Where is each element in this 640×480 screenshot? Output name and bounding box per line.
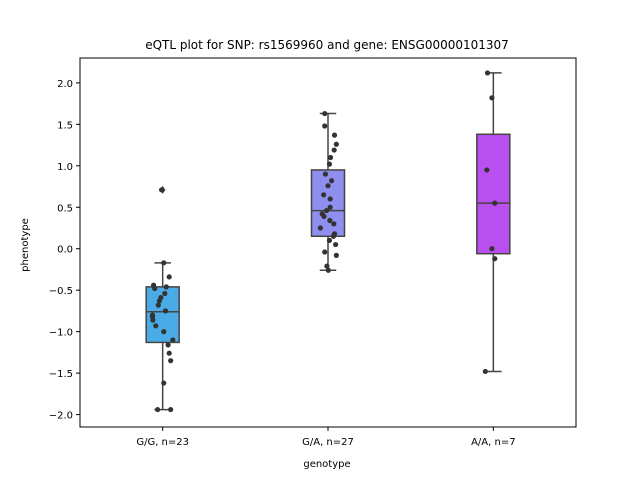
data-point [170,337,176,343]
data-point [168,358,174,364]
data-point [162,290,168,297]
data-point [333,141,339,147]
x-axis-label: genotype [303,459,350,470]
data-point [317,225,323,231]
chart-title: eQTL plot for SNP: rs1569960 and gene: E… [145,38,509,52]
x-tick-label: A/A, n=7 [471,437,516,448]
data-point [333,241,339,248]
data-point [492,200,498,206]
x-tick-label: G/G, n=23 [136,437,189,448]
data-point [329,178,335,184]
data-point [325,183,331,189]
data-point [156,298,162,304]
data-point [327,204,333,210]
data-point [166,350,172,356]
y-tick-label: −1.5 [49,369,73,380]
data-point [168,406,174,413]
data-point [322,171,329,177]
x-tick-label: G/A, n=27 [302,437,354,448]
data-point [325,267,331,273]
data-point [330,233,337,239]
data-point [484,70,491,76]
y-tick-label: 0.0 [57,245,73,256]
data-point [158,187,165,193]
plot-area [145,70,511,413]
data-point [166,274,172,280]
data-point [163,284,169,290]
data-point [154,406,161,413]
data-point [323,207,330,214]
data-point [331,132,338,138]
data-point [152,285,158,292]
data-point [153,323,159,329]
data-point [161,260,167,266]
data-point [327,154,334,161]
y-tick-label: −2.0 [49,411,73,422]
data-point [322,123,328,129]
y-tick-label: −0.5 [49,286,73,297]
data-point [326,237,333,244]
data-point [321,192,327,198]
data-point [162,308,169,314]
data-point [333,252,339,258]
y-tick-label: 0.5 [57,203,73,214]
data-point [331,221,337,227]
box [476,133,511,255]
y-tick-label: 2.0 [57,79,73,90]
y-tick-label: 1.5 [57,120,73,131]
data-point [327,217,333,224]
data-point [489,95,495,101]
data-point [492,256,498,262]
y-tick-label: 1.0 [57,162,73,173]
data-point [165,342,171,348]
data-point [324,263,330,269]
box [310,169,346,238]
data-point [149,314,156,320]
data-point [489,246,495,252]
data-point [326,161,333,167]
data-point [155,302,161,308]
data-point [322,110,328,117]
y-tick-label: −1.0 [49,328,73,339]
data-point [161,380,167,386]
data-point [482,368,488,375]
data-point [484,167,490,173]
data-point [161,329,167,335]
data-point [327,196,333,202]
y-axis-label: phenotype [20,218,31,272]
data-point [321,213,327,219]
data-point [322,249,328,255]
axes: 2.0 1.5 1.0 0.5 0.0 −0.5 −1.0 −1.5 −2.0 G/G, n=23… [49,57,577,448]
data-point [331,147,337,153]
